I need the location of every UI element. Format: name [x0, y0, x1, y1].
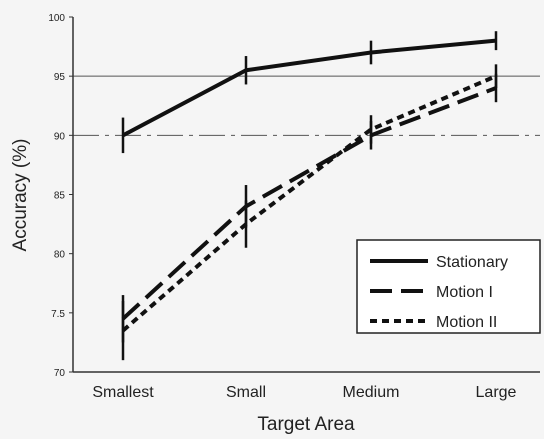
series-line-motion-ii: [121, 74, 497, 333]
y-tick-label: 80: [54, 250, 66, 261]
y-axis-title: Accuracy (%): [10, 139, 31, 252]
x-tick-label: Small: [226, 384, 266, 401]
y-tick-label: 90: [54, 131, 66, 142]
y-tick-label: 70: [54, 368, 66, 379]
y-tick-label: 85: [54, 191, 66, 202]
legend: Stationary Motion I Motion II: [356, 239, 541, 334]
x-tick-label: Large: [476, 384, 517, 401]
x-tick-label: Smallest: [92, 384, 154, 401]
y-tick-label: 7.5: [51, 309, 65, 320]
legend-label: Motion II: [436, 314, 497, 331]
legend-label: Stationary: [436, 254, 508, 271]
reference-lines: [73, 75, 540, 136]
x-tick-label: Medium: [343, 384, 400, 401]
x-axis-title: Target Area: [257, 414, 355, 435]
y-tick-label: 100: [48, 13, 65, 24]
legend-label: Motion I: [436, 284, 493, 301]
legend-box: [356, 239, 541, 334]
error-bars: [121, 31, 498, 361]
y-ticks: 100 95 90 85 80 7.5 70: [48, 13, 73, 379]
series-line-motion-i: [121, 86, 497, 321]
series: [121, 38, 497, 333]
series-line-stationary: [122, 38, 497, 138]
x-ticks: Smallest Small Medium Large: [92, 384, 516, 401]
y-tick-label: 95: [54, 72, 66, 83]
